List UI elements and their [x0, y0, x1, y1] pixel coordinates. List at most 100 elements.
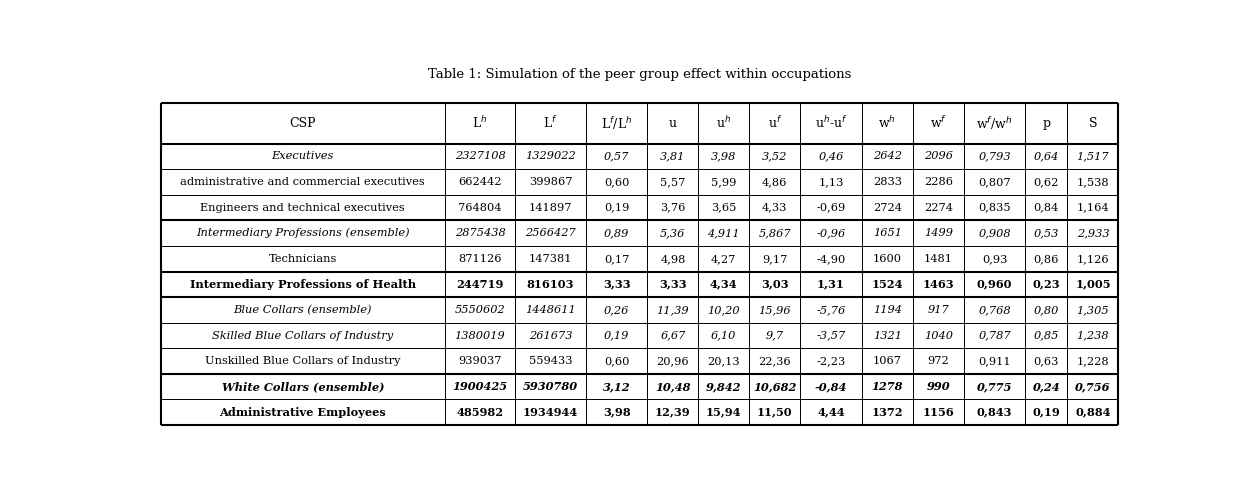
- Text: 0,908: 0,908: [978, 228, 1011, 238]
- Text: 5,99: 5,99: [711, 177, 736, 187]
- Text: 3,12: 3,12: [603, 381, 630, 392]
- Text: 2642: 2642: [872, 152, 902, 161]
- Text: 0,23: 0,23: [1032, 279, 1061, 290]
- Text: 0,807: 0,807: [978, 177, 1011, 187]
- Text: 3,65: 3,65: [711, 203, 736, 212]
- Text: 261673: 261673: [529, 330, 573, 341]
- Text: 559433: 559433: [529, 356, 573, 366]
- Text: 871126: 871126: [458, 254, 502, 264]
- Text: 2327108: 2327108: [454, 152, 505, 161]
- Text: 1499: 1499: [924, 228, 952, 238]
- Text: 1156: 1156: [922, 407, 953, 418]
- Text: 1934944: 1934944: [523, 407, 578, 418]
- Text: 147381: 147381: [529, 254, 573, 264]
- Text: Blue Collars (ensemble): Blue Collars (ensemble): [233, 305, 372, 315]
- Text: 0,89: 0,89: [604, 228, 629, 238]
- Text: 1,238: 1,238: [1077, 330, 1109, 341]
- Text: w$^f$: w$^f$: [930, 116, 947, 131]
- Text: 0,835: 0,835: [978, 203, 1011, 212]
- Text: 5,36: 5,36: [660, 228, 685, 238]
- Text: Administrative Employees: Administrative Employees: [220, 407, 386, 418]
- Text: administrative and commercial executives: administrative and commercial executives: [181, 177, 426, 187]
- Text: Intermediary Professions (ensemble): Intermediary Professions (ensemble): [196, 228, 409, 239]
- Text: 1,005: 1,005: [1076, 279, 1111, 290]
- Text: 5,57: 5,57: [660, 177, 685, 187]
- Text: 2096: 2096: [924, 152, 952, 161]
- Text: 1380019: 1380019: [454, 330, 505, 341]
- Text: 141897: 141897: [529, 203, 573, 212]
- Text: 1,228: 1,228: [1077, 356, 1109, 366]
- Text: 0,19: 0,19: [604, 203, 629, 212]
- Text: 3,03: 3,03: [761, 279, 789, 290]
- Text: 0,793: 0,793: [978, 152, 1011, 161]
- Text: 10,682: 10,682: [753, 381, 796, 392]
- Text: L$^h$: L$^h$: [472, 116, 488, 131]
- Text: 2875438: 2875438: [454, 228, 505, 238]
- Text: 4,34: 4,34: [710, 279, 738, 290]
- Text: 764804: 764804: [458, 203, 502, 212]
- Text: 244719: 244719: [457, 279, 504, 290]
- Text: 5,867: 5,867: [759, 228, 791, 238]
- Text: 0,17: 0,17: [604, 254, 629, 264]
- Text: 0,93: 0,93: [982, 254, 1007, 264]
- Text: 3,33: 3,33: [659, 279, 686, 290]
- Text: 485982: 485982: [457, 407, 504, 418]
- Text: 1,13: 1,13: [819, 177, 844, 187]
- Text: 10,20: 10,20: [708, 305, 740, 315]
- Text: 0,884: 0,884: [1076, 407, 1111, 418]
- Text: 0,960: 0,960: [977, 279, 1012, 290]
- Text: 20,13: 20,13: [708, 356, 740, 366]
- Text: 939037: 939037: [458, 356, 502, 366]
- Text: 0,85: 0,85: [1033, 330, 1060, 341]
- Text: 10,48: 10,48: [655, 381, 690, 392]
- Text: 9,7: 9,7: [766, 330, 784, 341]
- Text: CSP: CSP: [290, 117, 316, 130]
- Text: 4,86: 4,86: [763, 177, 787, 187]
- Text: 1600: 1600: [872, 254, 902, 264]
- Text: Technicians: Technicians: [268, 254, 337, 264]
- Text: 1448611: 1448611: [525, 305, 575, 315]
- Text: p: p: [1042, 117, 1051, 130]
- Text: -3,57: -3,57: [816, 330, 846, 341]
- Text: 0,57: 0,57: [604, 152, 629, 161]
- Text: 1,305: 1,305: [1077, 305, 1109, 315]
- Text: -0,84: -0,84: [815, 381, 847, 392]
- Text: 0,911: 0,911: [978, 356, 1011, 366]
- Text: L$^f$: L$^f$: [543, 116, 558, 131]
- Text: 1321: 1321: [872, 330, 902, 341]
- Text: 2286: 2286: [924, 177, 952, 187]
- Text: Executives: Executives: [272, 152, 334, 161]
- Text: 4,98: 4,98: [660, 254, 685, 264]
- Text: 5930780: 5930780: [523, 381, 578, 392]
- Text: 9,842: 9,842: [706, 381, 741, 392]
- Text: -0,69: -0,69: [816, 203, 846, 212]
- Text: -0,96: -0,96: [816, 228, 846, 238]
- Text: 816103: 816103: [527, 279, 574, 290]
- Text: u: u: [669, 117, 676, 130]
- Text: 2274: 2274: [924, 203, 952, 212]
- Text: 1,538: 1,538: [1077, 177, 1109, 187]
- Text: 4,33: 4,33: [763, 203, 787, 212]
- Text: 917: 917: [927, 305, 948, 315]
- Text: Engineers and technical executives: Engineers and technical executives: [201, 203, 406, 212]
- Text: 3,76: 3,76: [660, 203, 685, 212]
- Text: Intermediary Professions of Health: Intermediary Professions of Health: [190, 279, 416, 290]
- Text: 399867: 399867: [529, 177, 573, 187]
- Text: 0,26: 0,26: [604, 305, 629, 315]
- Text: Unskilled Blue Collars of Industry: Unskilled Blue Collars of Industry: [205, 356, 401, 366]
- Text: 12,39: 12,39: [655, 407, 690, 418]
- Text: 6,67: 6,67: [660, 330, 685, 341]
- Text: 0,80: 0,80: [1033, 305, 1060, 315]
- Text: 4,44: 4,44: [817, 407, 845, 418]
- Text: 1463: 1463: [922, 279, 953, 290]
- Text: L$^f$/L$^h$: L$^f$/L$^h$: [600, 115, 633, 132]
- Text: 1194: 1194: [872, 305, 902, 315]
- Text: 662442: 662442: [458, 177, 502, 187]
- Text: 1,31: 1,31: [817, 279, 845, 290]
- Text: 0,768: 0,768: [978, 305, 1011, 315]
- Text: 2,933: 2,933: [1077, 228, 1109, 238]
- Text: w$^f$/w$^h$: w$^f$/w$^h$: [976, 115, 1012, 132]
- Text: 1,126: 1,126: [1077, 254, 1109, 264]
- Text: 1,517: 1,517: [1077, 152, 1109, 161]
- Text: 1278: 1278: [871, 381, 904, 392]
